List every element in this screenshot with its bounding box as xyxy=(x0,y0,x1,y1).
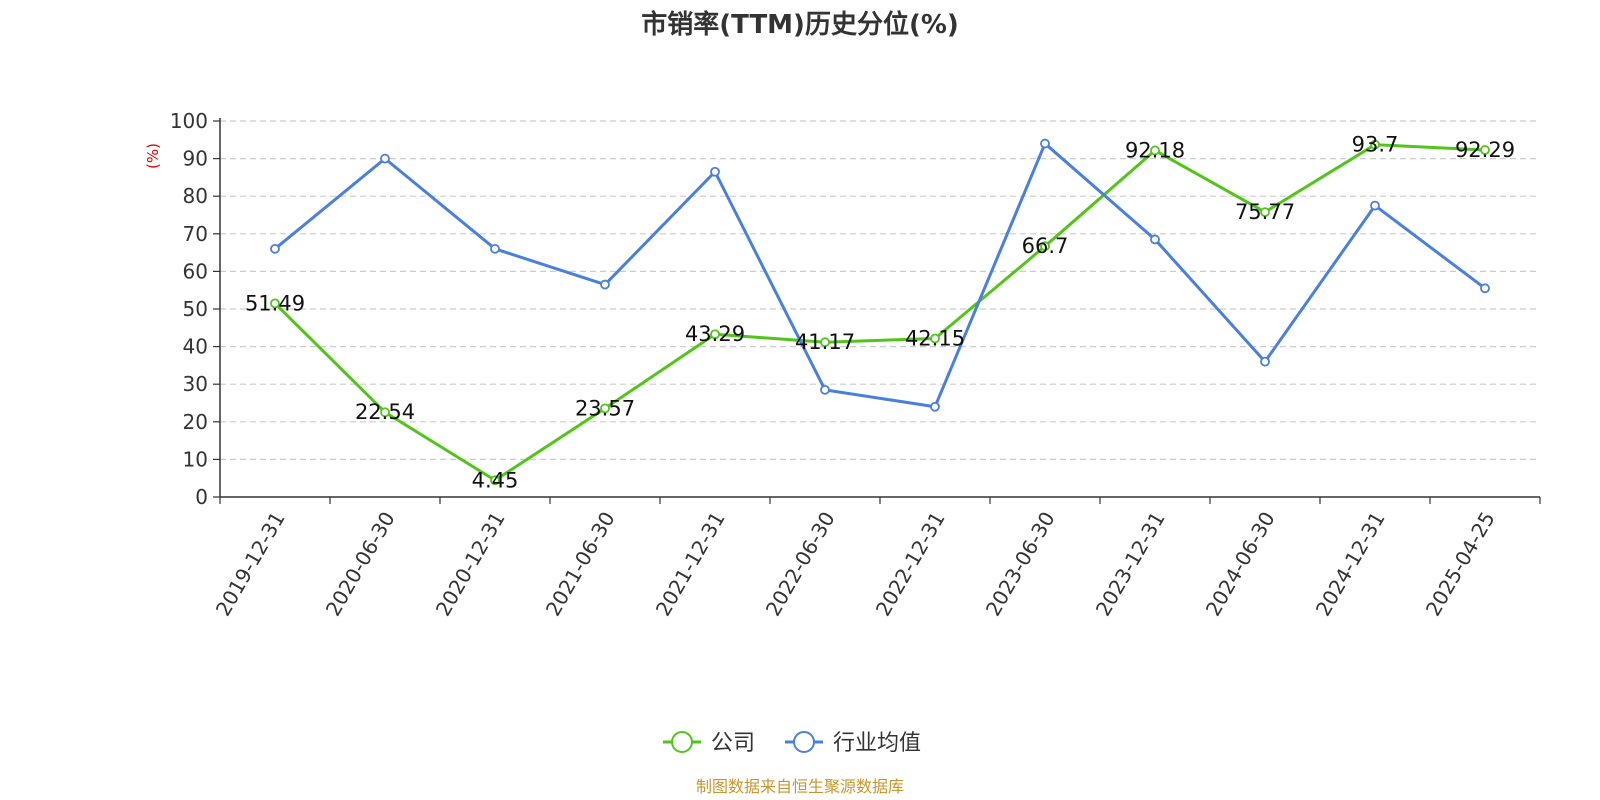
grid-lines xyxy=(220,120,1540,460)
y-tick-label: 0 xyxy=(195,485,208,509)
data-point xyxy=(600,279,610,290)
y-tick-label: 70 xyxy=(183,222,208,246)
data-point xyxy=(710,329,720,340)
data-point xyxy=(490,475,500,486)
data-label: 66.7 xyxy=(1022,234,1069,258)
data-point xyxy=(930,333,940,344)
legend-item-2[interactable]: 行业均值 xyxy=(785,731,921,756)
data-point xyxy=(1370,139,1380,150)
data-label: 41.17 xyxy=(795,330,855,354)
data-point xyxy=(1260,207,1270,218)
data-point xyxy=(1150,234,1160,245)
x-tick-label: 2019-12-31 xyxy=(211,508,290,621)
data-point xyxy=(820,337,830,348)
axes xyxy=(213,118,1541,504)
y-tick-label: 40 xyxy=(183,335,208,359)
data-label: 92.18 xyxy=(1125,138,1185,162)
legend-label: 公司 xyxy=(711,731,755,756)
data-point xyxy=(1370,200,1380,211)
data-point xyxy=(1150,145,1160,156)
data-point xyxy=(380,153,390,164)
y-tick-label: 30 xyxy=(183,372,208,396)
y-tick-label: 100 xyxy=(170,109,208,133)
data-label: 92.29 xyxy=(1455,138,1515,162)
legend-label: 行业均值 xyxy=(833,731,921,756)
data-point xyxy=(710,166,720,177)
tick-labels: 0 10 20 30 40 50 60 70 80 90 100 2019-12-31 2020-06-… xyxy=(170,109,1500,620)
y-tick-label: 80 xyxy=(183,184,208,208)
x-tick-label: 2024-06-30 xyxy=(1201,508,1280,621)
x-tick-label: 2022-06-30 xyxy=(761,508,840,621)
x-tick-label: 2023-06-30 xyxy=(981,508,1060,621)
source-note: 制图数据来自恒生聚源数据库 xyxy=(696,777,904,796)
data-label: 75.77 xyxy=(1235,200,1295,224)
data-point xyxy=(820,384,830,395)
x-tick-label: 2025-04-25 xyxy=(1421,508,1500,621)
series-layer xyxy=(270,138,1490,486)
x-tick-label: 2021-12-31 xyxy=(651,508,730,621)
series-line-2 xyxy=(274,142,1486,409)
legend[interactable]: 公司 行业均值 xyxy=(663,731,921,756)
series-line-1 xyxy=(273,143,1486,482)
y-axis-label: (%) xyxy=(144,143,162,169)
x-tick-label: 2020-12-31 xyxy=(431,508,510,621)
legend-marker xyxy=(671,731,693,753)
chart-title: 市销率(TTM)历史分位(%) xyxy=(641,9,959,40)
legend-item-1[interactable]: 公司 xyxy=(663,731,755,756)
data-point xyxy=(930,401,940,412)
y-tick-label: 50 xyxy=(183,297,208,321)
data-labels: 51.49 22.54 4.45 23.57 43.29 41.17 42.15 66.7 92… xyxy=(245,133,1515,493)
data-label: 4.45 xyxy=(472,468,519,492)
x-tick-label: 2023-12-31 xyxy=(1091,508,1170,621)
data-point xyxy=(270,298,280,309)
data-point xyxy=(1480,145,1490,155)
y-tick-label: 10 xyxy=(183,447,208,471)
data-point xyxy=(1480,283,1490,294)
data-point xyxy=(1040,138,1050,149)
x-tick-label: 2020-06-30 xyxy=(321,508,400,621)
x-tick-label: 2024-12-31 xyxy=(1311,508,1390,621)
data-label: 22.54 xyxy=(355,400,415,424)
data-label: 93.7 xyxy=(1352,133,1399,157)
y-tick-label: 90 xyxy=(183,147,208,171)
data-label: 43.29 xyxy=(685,322,745,346)
data-point xyxy=(600,403,610,414)
x-tick-label: 2021-06-30 xyxy=(541,508,620,621)
legend-marker xyxy=(793,731,815,753)
data-point xyxy=(490,243,500,254)
data-label: 42.15 xyxy=(905,327,965,351)
data-label: 51.49 xyxy=(245,291,305,315)
data-point xyxy=(1260,356,1270,367)
y-tick-label: 60 xyxy=(183,259,208,283)
y-tick-label: 20 xyxy=(183,410,208,434)
data-label: 23.57 xyxy=(575,396,635,420)
data-point xyxy=(1040,241,1050,252)
data-point xyxy=(380,407,390,418)
x-tick-label: 2022-12-31 xyxy=(871,508,950,621)
data-point xyxy=(270,243,280,254)
